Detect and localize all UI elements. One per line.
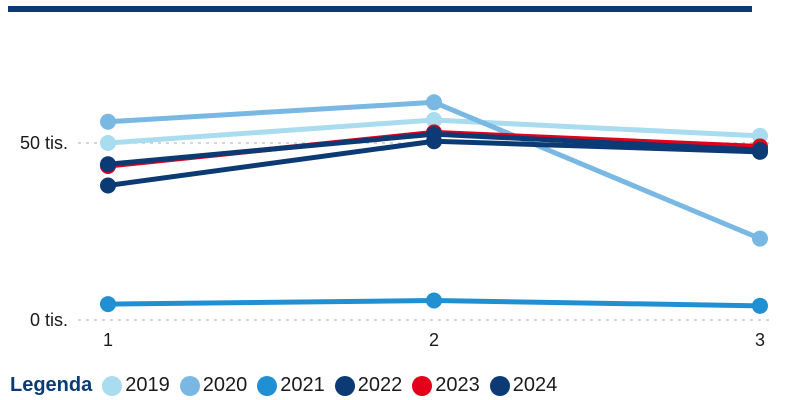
x-axis-ticks: 1 2 3 — [103, 330, 765, 350]
legend-swatch — [412, 375, 433, 396]
grid-lines — [78, 142, 770, 321]
x-tick-label: 1 — [103, 330, 113, 350]
legend-swatch — [257, 375, 278, 396]
series-point — [752, 230, 768, 247]
legend-title: Legenda — [10, 374, 93, 396]
legend-items: 2019 2020 2021 2022 2023 2024 — [102, 374, 567, 397]
legend-swatch — [489, 375, 510, 396]
legend: Legenda 2019 2020 2021 2022 2023 2024 — [10, 374, 567, 397]
series-point — [426, 292, 442, 309]
legend-item: 2022 — [334, 374, 403, 397]
series-point — [426, 94, 442, 111]
x-tick-label: 3 — [755, 330, 765, 350]
legend-swatch — [179, 375, 200, 396]
legend-item: 2021 — [257, 374, 325, 397]
series-point — [100, 156, 116, 173]
y-tick-label: 0 tis. — [30, 310, 68, 330]
legend-swatch — [334, 375, 355, 396]
y-axis-ticks: 0 tis. 50 tis. — [20, 133, 68, 330]
legend-item: 2023 — [412, 374, 480, 397]
series-point — [752, 297, 768, 314]
series-point — [426, 126, 442, 143]
x-tick-label: 2 — [429, 330, 439, 350]
series-point — [100, 135, 116, 151]
series-point — [100, 177, 116, 194]
legend-label: 2019 — [125, 374, 170, 396]
legend-item: 2024 — [489, 374, 558, 397]
legend-label: 2020 — [202, 374, 248, 396]
series-point — [752, 142, 768, 159]
series-point — [100, 113, 116, 130]
series-point — [426, 111, 442, 128]
legend-item: 2019 — [102, 374, 170, 397]
y-tick-label: 50 tis. — [20, 133, 68, 153]
series-point — [100, 296, 116, 313]
header-bar — [8, 6, 752, 12]
series-group — [100, 94, 768, 314]
legend-label: 2022 — [357, 374, 403, 396]
legend-swatch — [102, 375, 123, 396]
legend-label: 2023 — [435, 374, 480, 396]
legend-label: 2021 — [280, 374, 325, 396]
legend-label: 2024 — [512, 374, 558, 396]
legend-item: 2020 — [179, 374, 248, 397]
